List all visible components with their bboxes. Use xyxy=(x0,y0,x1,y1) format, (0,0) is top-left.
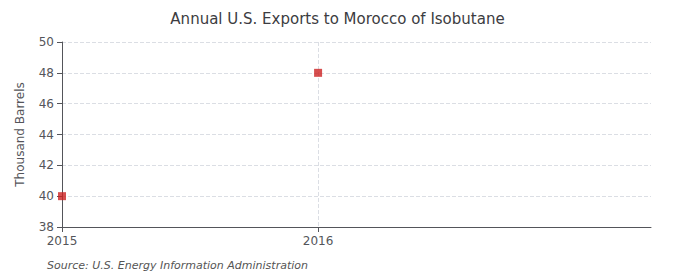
svg-text:46: 46 xyxy=(39,97,54,111)
svg-text:2016: 2016 xyxy=(303,234,334,248)
svg-text:38: 38 xyxy=(39,220,54,234)
svg-text:48: 48 xyxy=(39,66,54,80)
svg-text:50: 50 xyxy=(39,35,54,49)
svg-text:Annual U.S. Exports to Morocco: Annual U.S. Exports to Morocco of Isobut… xyxy=(170,10,504,28)
svg-text:44: 44 xyxy=(39,128,54,142)
svg-text:Source: U.S. Energy Informatio: Source: U.S. Energy Information Administ… xyxy=(47,259,308,272)
svg-text:2015: 2015 xyxy=(47,234,78,248)
svg-text:40: 40 xyxy=(39,189,54,203)
svg-text:42: 42 xyxy=(39,158,54,172)
svg-text:Thousand Barrels: Thousand Barrels xyxy=(13,82,27,187)
